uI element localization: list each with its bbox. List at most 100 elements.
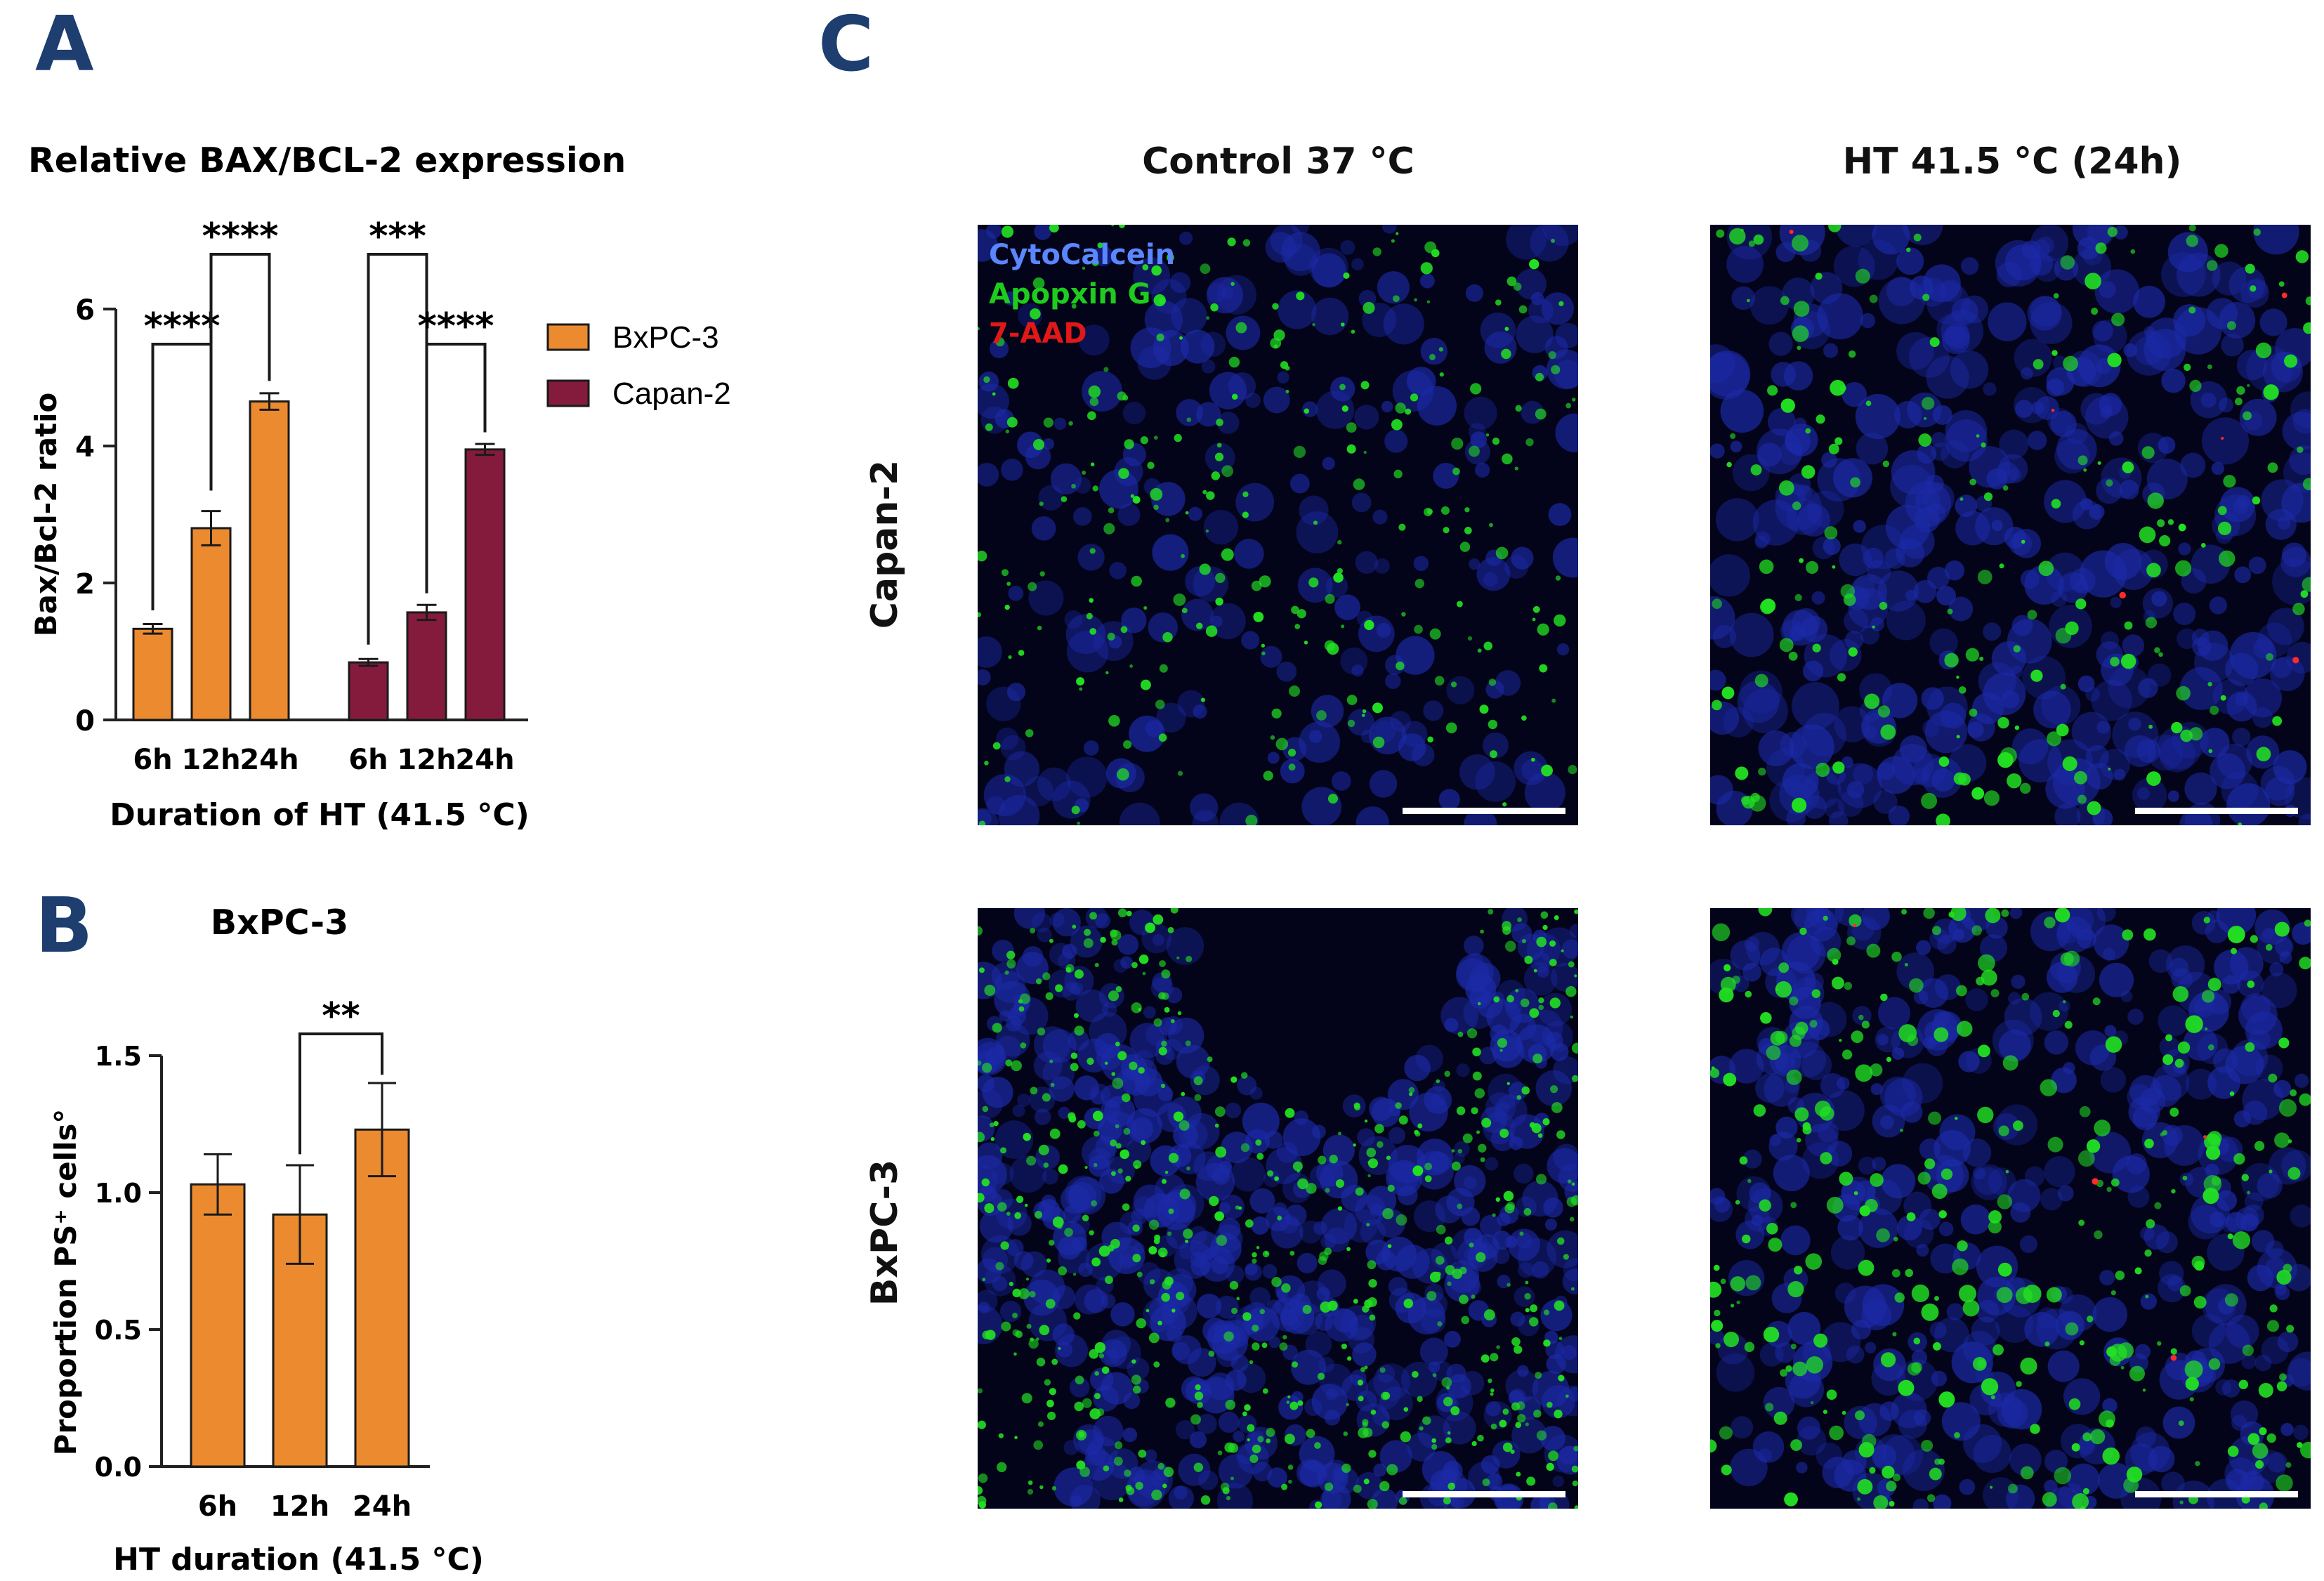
cell-green <box>1185 511 1189 515</box>
cell-green <box>1115 985 1122 992</box>
cell-green <box>2241 1174 2250 1181</box>
cell-green <box>1112 1077 1124 1089</box>
cell-green <box>2130 249 2136 254</box>
cell-blue <box>1461 1207 1481 1226</box>
cell-green <box>1988 1210 2002 1224</box>
cell-green <box>2208 749 2213 754</box>
cell-green <box>1364 1365 1368 1370</box>
cell-blue <box>1357 1128 1375 1147</box>
cell-green <box>1325 593 1335 604</box>
cell-green <box>1765 1403 1774 1412</box>
bar-24h <box>354 1128 410 1468</box>
cell-green <box>1231 393 1238 400</box>
cell-blue <box>1083 740 1099 756</box>
cell-blue <box>1245 393 1261 408</box>
cell-green <box>1318 1256 1327 1266</box>
cell-blue <box>1540 1299 1573 1332</box>
cell-green <box>2158 652 2163 657</box>
cell-green <box>1990 1395 1995 1400</box>
cell-green <box>2097 461 2101 465</box>
cell-blue <box>1528 298 1554 324</box>
cell-green <box>1346 422 1357 433</box>
cell-blue <box>1110 1302 1135 1327</box>
cell-green <box>1024 1203 1028 1207</box>
cell-green <box>2077 1150 2095 1167</box>
cell-blue <box>1710 443 1725 459</box>
cell-blue <box>1926 566 1950 589</box>
cell-green <box>1811 1401 1814 1405</box>
cell-green <box>2247 383 2250 388</box>
cell-blue <box>2231 1039 2269 1077</box>
cell-green <box>2077 794 2087 804</box>
cell-green <box>2021 539 2026 544</box>
cell-green <box>1391 419 1403 431</box>
cell-blue <box>1211 1257 1229 1275</box>
cell-blue <box>1233 1430 1245 1443</box>
cell-green <box>1387 1184 1395 1193</box>
cell-green <box>2072 1493 2089 1509</box>
cell-green <box>2227 926 2245 943</box>
cell-green <box>1082 1398 1092 1408</box>
row-label-bxpc3: BxPC-3 <box>864 1159 906 1306</box>
cell-green <box>2115 1271 2125 1280</box>
cell-green <box>2305 296 2311 306</box>
cell-blue <box>1896 247 1924 275</box>
y-tick-label: 0 <box>75 705 95 737</box>
cell-green <box>1724 1332 1740 1348</box>
cell-green <box>1794 593 1802 601</box>
cell-green <box>1999 563 2004 569</box>
cell-green <box>1170 1018 1175 1023</box>
cell-green <box>2170 1348 2177 1355</box>
cell-green <box>1840 584 1856 599</box>
cell-green <box>1209 1195 1219 1207</box>
cell-green <box>1251 580 1262 591</box>
cell-green <box>1828 225 1842 232</box>
cell-green <box>1483 641 1493 650</box>
cell-blue <box>1959 1478 1976 1495</box>
cell-blue <box>2029 992 2068 1031</box>
cell-green <box>2268 1073 2278 1083</box>
cell-blue <box>2051 1067 2077 1094</box>
cell-green <box>1195 1384 1201 1391</box>
cell-blue <box>1423 700 1444 721</box>
cell-blue <box>1181 598 1214 631</box>
cell-green <box>992 1023 1002 1033</box>
cell-blue <box>2257 1172 2283 1199</box>
cell-green <box>1913 233 1922 242</box>
cell-blue <box>1972 1167 1986 1180</box>
cell-green <box>2054 908 2070 923</box>
cell-green <box>1289 685 1300 697</box>
cell-blue <box>1856 432 1889 465</box>
cell-green <box>1837 673 1846 682</box>
cell-green <box>1400 1431 1412 1443</box>
cell-green <box>1186 417 1192 422</box>
cell-green <box>1167 926 1174 933</box>
cell-blue <box>1976 1245 2018 1287</box>
cell-blue <box>2144 326 2155 338</box>
cell-green <box>1111 1171 1116 1176</box>
cell-blue <box>1865 1341 1877 1353</box>
cell-blue <box>1870 617 1884 631</box>
cell-green <box>1142 264 1149 270</box>
cell-blue <box>1291 225 1310 235</box>
cell-green <box>1492 1213 1496 1217</box>
cell-green <box>1091 258 1099 266</box>
cell-blue <box>1991 519 2003 532</box>
cell-green <box>1789 996 1799 1006</box>
cell-green <box>2179 1500 2184 1504</box>
cell-green <box>1360 1367 1366 1372</box>
cell-green <box>1779 638 1794 652</box>
cell-green <box>1753 234 1764 245</box>
cell-blue <box>995 1023 1030 1057</box>
cell-green <box>1531 1123 1542 1134</box>
cell-blue <box>1881 1164 1916 1199</box>
cell-blue <box>1318 1356 1334 1373</box>
cell-green <box>1094 962 1099 968</box>
cell-green <box>2189 379 2202 393</box>
cell-blue <box>1072 1236 1088 1252</box>
cell-green <box>1107 632 1115 641</box>
cell-green <box>1459 542 1471 552</box>
cell-blue <box>2225 1212 2247 1233</box>
cell-blue <box>1730 940 1761 971</box>
cell-green <box>1367 1158 1379 1169</box>
